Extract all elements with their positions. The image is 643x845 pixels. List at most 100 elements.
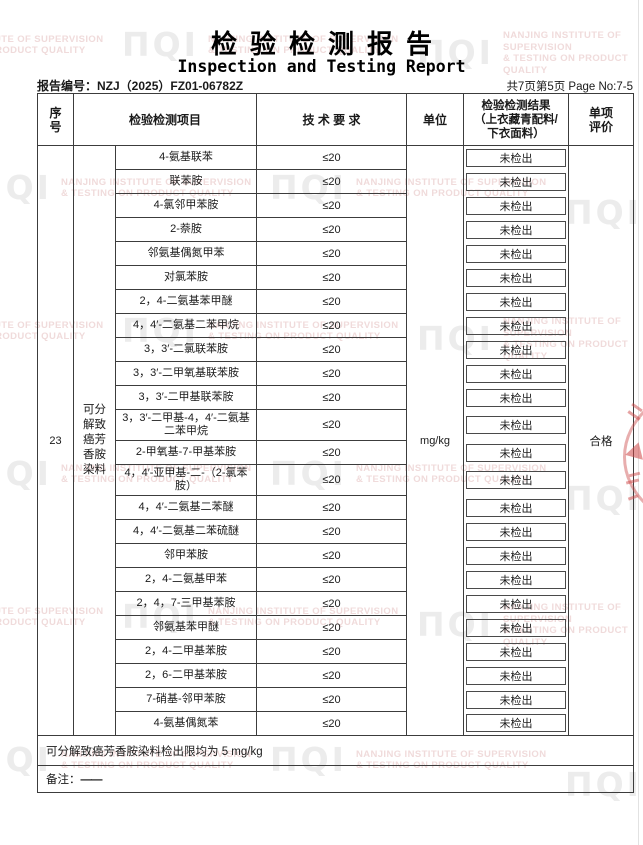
table-row: 邻氨基偶氮甲苯 ≤20 未检出	[38, 241, 634, 266]
table-row: 2，6-二甲基苯胺 ≤20 未检出	[38, 663, 634, 688]
table-row: 邻甲苯胺 ≤20 未检出	[38, 543, 634, 568]
result-cell: 未检出	[464, 410, 569, 441]
technical-requirement: ≤20	[256, 639, 408, 664]
result-cell: 未检出	[464, 266, 569, 290]
test-item-name: 4，4′-二氨基二苯甲烷	[114, 313, 258, 338]
test-item-name: 3，3′-二氯联苯胺	[114, 337, 258, 362]
detection-limit-row: 可分解致癌芳香胺染料检出限均为 5 mg/kg	[36, 735, 635, 766]
result-value: 未检出	[466, 546, 567, 565]
test-item-name: 联苯胺	[114, 169, 258, 194]
result-cell: 未检出	[464, 290, 569, 314]
scan-page-edge	[637, 0, 639, 845]
col-header-unit: 单位	[406, 93, 465, 146]
result-value: 未检出	[466, 148, 567, 167]
result-cell: 未检出	[464, 664, 569, 688]
result-cell: 未检出	[464, 688, 569, 712]
table-row: 7-硝基-邻甲苯胺 ≤20 未检出	[38, 687, 634, 712]
technical-requirement: ≤20	[256, 711, 408, 736]
test-item-name: 3，3′-二甲基-4，4′-二氨基二苯甲烷	[114, 409, 258, 441]
technical-requirement: ≤20	[256, 265, 408, 290]
result-cell: 未检出	[464, 218, 569, 242]
test-item-name: 2，4-二甲基苯胺	[114, 639, 258, 664]
result-value: 未检出	[466, 364, 567, 383]
test-group-label: 可分 解致 癌芳 香胺 染料	[73, 145, 116, 736]
table-row: 4，4′-二氨基二苯醚 ≤20 未检出	[38, 495, 634, 520]
table-row: 4-氯邻甲苯胺 ≤20 未检出	[38, 193, 634, 218]
report-meta-row: 报告编号：NZJ（2025）FZ01-06782Z 共7页第5页 Page No…	[37, 77, 633, 94]
table-row: 2-甲氧基-7-甲基苯胺 ≤20 未检出	[38, 440, 634, 465]
result-cell: 未检出	[464, 441, 569, 465]
result-value: 未检出	[466, 642, 567, 661]
result-value: 未检出	[466, 522, 567, 541]
test-item-name: 4，4′-二氨基二苯硫醚	[114, 519, 258, 544]
result-cell: 未检出	[464, 465, 569, 496]
test-item-name: 邻氨基偶氮甲苯	[114, 241, 258, 266]
technical-requirement: ≤20	[256, 145, 408, 170]
technical-requirement: ≤20	[256, 241, 408, 266]
test-item-name: 4，4′-亚甲基-二-（2-氯苯胺）	[114, 464, 258, 496]
technical-requirement: ≤20	[256, 591, 408, 616]
table-row: 4，4′-亚甲基-二-（2-氯苯胺） ≤20 未检出	[38, 464, 634, 496]
result-value: 未检出	[466, 471, 567, 489]
result-cell: 未检出	[464, 616, 569, 640]
result-value: 未检出	[466, 220, 567, 239]
test-item-name: 4-氨基联苯	[114, 145, 258, 170]
sequence-number: 23	[37, 145, 74, 736]
unit-value: mg/kg	[406, 145, 465, 736]
technical-requirement: ≤20	[256, 687, 408, 712]
table-row: 4，4′-二氨基二苯硫醚 ≤20 未检出	[38, 519, 634, 544]
technical-requirement: ≤20	[256, 217, 408, 242]
result-value: 未检出	[466, 388, 567, 407]
test-item-name: 4-氨基偶氮苯	[114, 711, 258, 736]
technical-requirement: ≤20	[256, 337, 408, 362]
result-value: 未检出	[466, 172, 567, 191]
result-cell: 未检出	[464, 640, 569, 664]
table-row: 2，4-二氨基苯甲醚 ≤20 未检出	[38, 289, 634, 314]
test-item-name: 2，4-二氨基苯甲醚	[114, 289, 258, 314]
result-value: 未检出	[466, 570, 567, 589]
technical-requirement: ≤20	[256, 313, 408, 338]
page-number-info: 共7页第5页 Page No:7-5	[506, 81, 633, 93]
test-item-name: 邻甲苯胺	[114, 543, 258, 568]
technical-requirement: ≤20	[256, 409, 408, 441]
result-value: 未检出	[466, 498, 567, 517]
result-value: 未检出	[466, 714, 567, 733]
test-item-name: 7-硝基-邻甲苯胺	[114, 687, 258, 712]
col-header-tech: 技 术 要 求	[256, 93, 408, 146]
table-row: 邻氨基苯甲醚 ≤20 未检出	[38, 615, 634, 640]
table-row: 3，3′-二甲基-4，4′-二氨基二苯甲烷 ≤20 未检出	[38, 409, 634, 441]
table-row: 4，4′-二氨基二苯甲烷 ≤20 未检出	[38, 313, 634, 338]
result-cell: 未检出	[464, 544, 569, 568]
table-row: 2，4-二氨基甲苯 ≤20 未检出	[38, 567, 634, 592]
evaluation-value: 合格	[568, 145, 635, 736]
table-row: 2，4，7-三甲基苯胺 ≤20 未检出	[38, 591, 634, 616]
col-header-result: 检验检测结果 （上衣藏青配料/ 下衣面料）	[463, 93, 570, 146]
result-value: 未检出	[466, 268, 567, 287]
technical-requirement: ≤20	[256, 464, 408, 496]
table-row: 3，3′-二氯联苯胺 ≤20 未检出	[38, 337, 634, 362]
test-item-name: 2-萘胺	[114, 217, 258, 242]
page-subtitle: Inspection and Testing Report	[177, 57, 466, 76]
test-item-name: 邻氨基苯甲醚	[114, 615, 258, 640]
table-row: 对氯苯胺 ≤20 未检出	[38, 265, 634, 290]
test-item-name: 2，4-二氨基甲苯	[114, 567, 258, 592]
result-cell: 未检出	[464, 170, 569, 194]
remark-value: ——	[80, 774, 103, 786]
table-row: 2，4-二甲基苯胺 ≤20 未检出	[38, 639, 634, 664]
result-value: 未检出	[466, 443, 567, 462]
col-header-item: 检验检测项目	[72, 93, 258, 146]
result-cell: 未检出	[464, 338, 569, 362]
result-cell: 未检出	[464, 194, 569, 218]
technical-requirement: ≤20	[256, 289, 408, 314]
technical-requirement: ≤20	[256, 169, 408, 194]
inspection-table: 序 号 检验检测项目 技 术 要 求 单位 检验检测结果 （上衣藏青配料/ 下衣…	[36, 93, 635, 793]
result-value: 未检出	[466, 196, 567, 215]
result-cell: 未检出	[464, 386, 569, 410]
test-item-name: 4，4′-二氨基二苯醚	[114, 495, 258, 520]
technical-requirement: ≤20	[256, 615, 408, 640]
table-row: 3，3′-二甲基联苯胺 ≤20 未检出	[38, 385, 634, 410]
test-item-name: 2-甲氧基-7-甲基苯胺	[114, 440, 258, 465]
detection-limit-note: 可分解致癌芳香胺染料检出限均为 5 mg/kg	[36, 735, 635, 766]
result-value: 未检出	[466, 244, 567, 263]
technical-requirement: ≤20	[256, 495, 408, 520]
